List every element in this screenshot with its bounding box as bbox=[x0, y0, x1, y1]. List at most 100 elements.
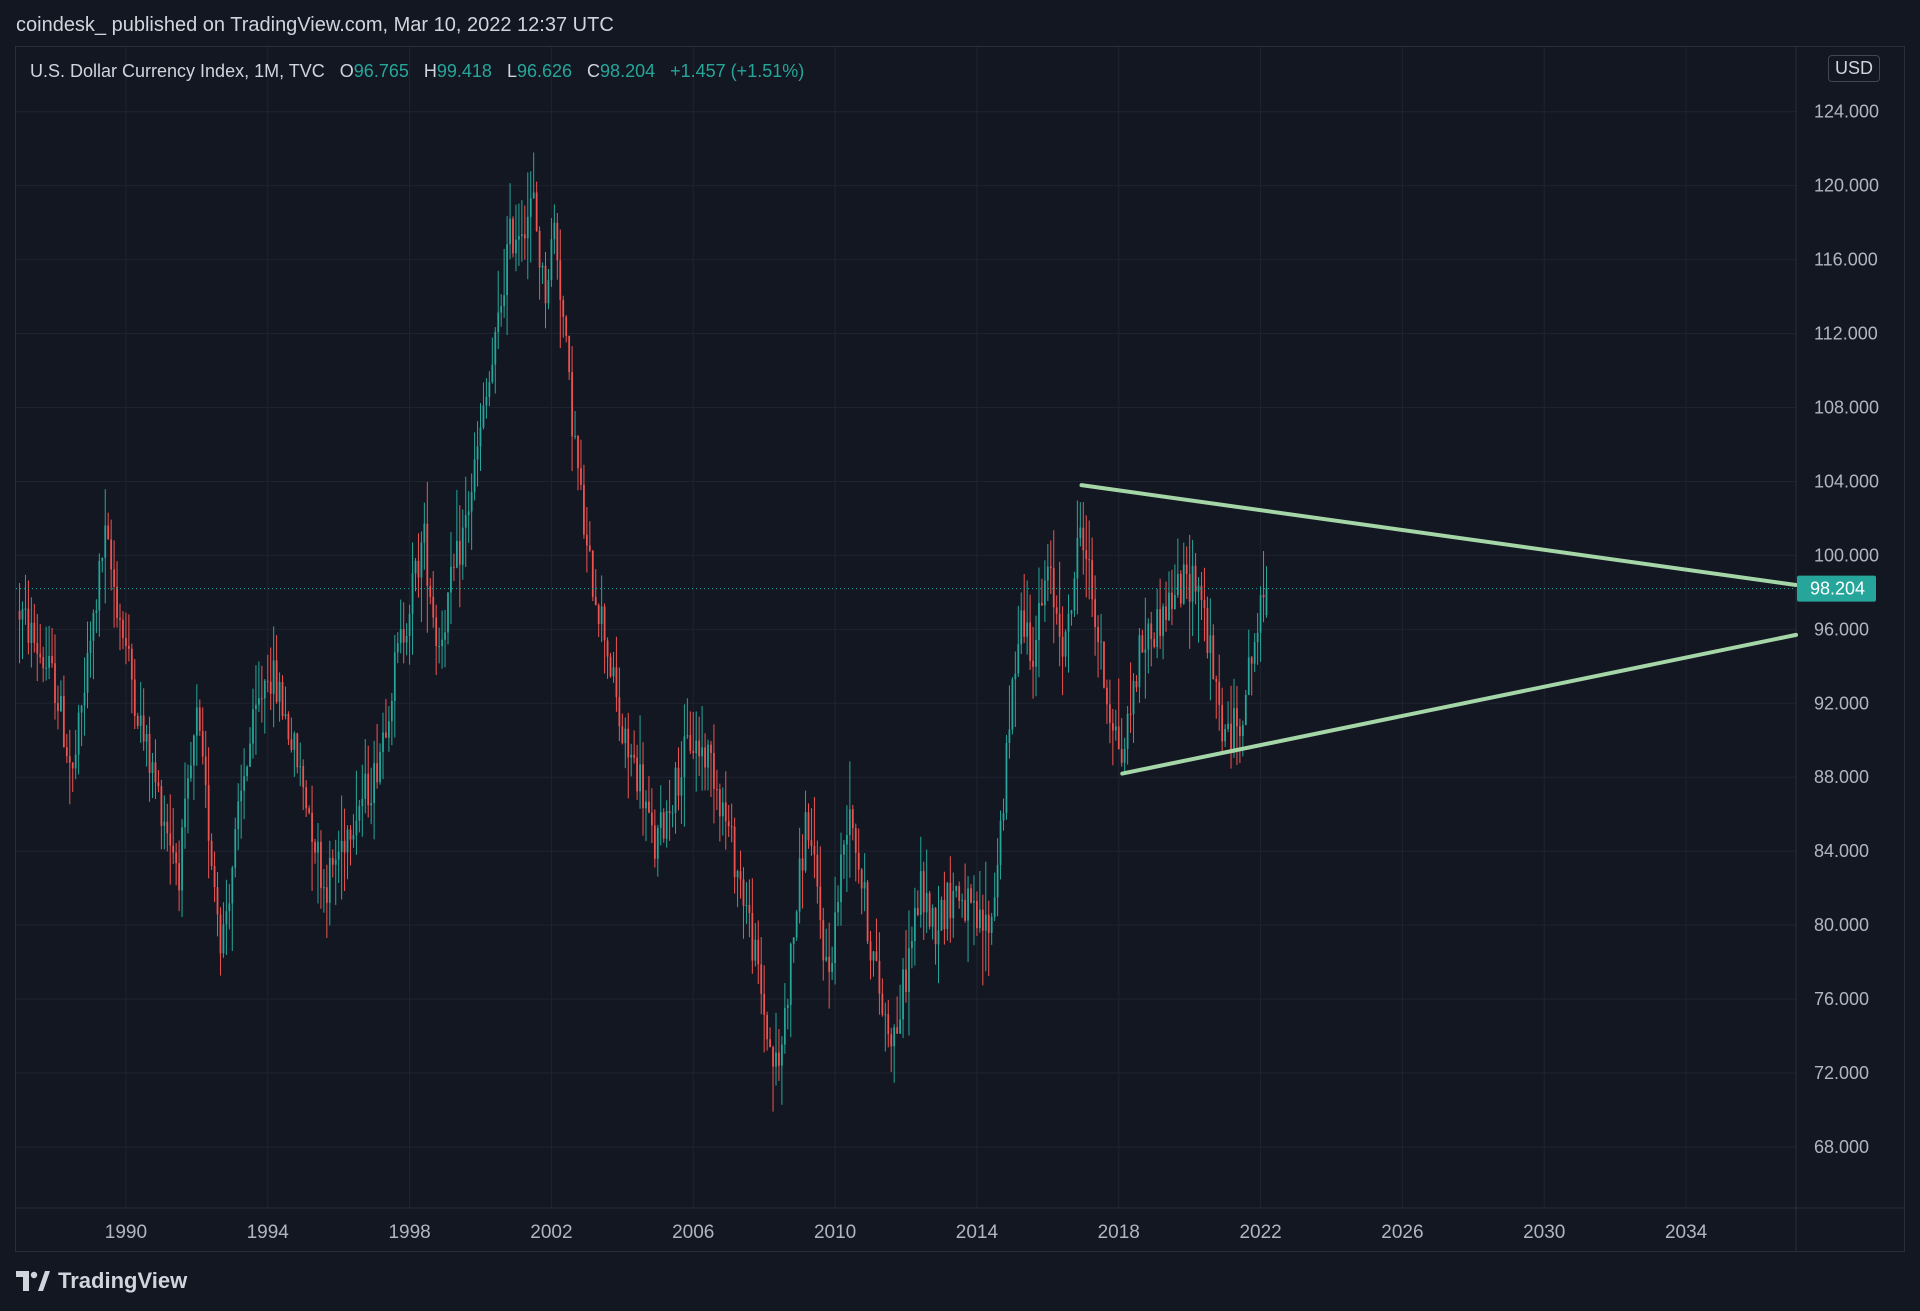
candle-body bbox=[1005, 742, 1008, 814]
candle-body bbox=[857, 852, 860, 870]
candle-body bbox=[757, 939, 760, 965]
candle-body bbox=[77, 712, 80, 755]
candle-body bbox=[133, 679, 136, 716]
candle-body bbox=[54, 663, 56, 703]
x-tick-label: 2018 bbox=[1098, 1222, 1140, 1243]
candle-body bbox=[523, 234, 526, 239]
candle-body bbox=[1188, 574, 1191, 602]
candle-body bbox=[302, 766, 305, 788]
candle-body bbox=[213, 866, 216, 888]
candle-body bbox=[875, 951, 878, 961]
y-tick-label: 76.000 bbox=[1814, 989, 1869, 1009]
y-tick-label: 88.000 bbox=[1814, 767, 1869, 787]
candle-body bbox=[458, 540, 461, 565]
symbol-name: U.S. Dollar Currency Index, 1M, TVC bbox=[30, 61, 325, 81]
candle-body bbox=[828, 956, 831, 972]
candle-body bbox=[544, 265, 547, 304]
candle-body bbox=[642, 764, 644, 809]
candle-body bbox=[967, 888, 969, 921]
candle-body bbox=[990, 917, 993, 933]
candle-body bbox=[1126, 713, 1129, 749]
candle-body bbox=[290, 739, 293, 750]
candle-body bbox=[411, 573, 414, 614]
candle-body bbox=[538, 230, 541, 268]
candle-body bbox=[727, 821, 730, 827]
high-label: H bbox=[423, 61, 437, 81]
y-tick-label: 124.000 bbox=[1814, 102, 1879, 122]
candle-body bbox=[1008, 729, 1011, 743]
candle-body bbox=[74, 754, 77, 769]
candle-body bbox=[184, 798, 186, 828]
candle-body bbox=[1085, 550, 1088, 560]
low-label: L bbox=[506, 61, 517, 81]
open-value: 96.765 bbox=[353, 61, 409, 81]
candle-body bbox=[470, 491, 473, 512]
candle-body bbox=[1165, 606, 1167, 621]
candle-body bbox=[896, 1027, 899, 1034]
candle-body bbox=[946, 882, 949, 930]
candle-body bbox=[748, 905, 751, 914]
candle-body bbox=[497, 312, 500, 332]
candle-body bbox=[104, 525, 107, 558]
candle-body bbox=[485, 397, 488, 406]
candle-body bbox=[293, 733, 296, 750]
candle-body bbox=[1150, 623, 1153, 639]
candle-body bbox=[488, 382, 491, 398]
candle-body bbox=[125, 637, 127, 646]
candle-body bbox=[775, 1052, 777, 1067]
candle-body bbox=[872, 951, 875, 961]
candle-body bbox=[1194, 565, 1197, 592]
candle-body bbox=[677, 767, 680, 796]
candle-body bbox=[1182, 564, 1185, 604]
change-value: +1.457 (+1.51%) bbox=[670, 61, 805, 81]
candle-body bbox=[553, 222, 556, 240]
candle-body bbox=[937, 930, 940, 945]
candle-body bbox=[169, 833, 172, 846]
candle-body bbox=[630, 754, 633, 758]
candle-body bbox=[716, 788, 718, 790]
tradingview-brand: TradingView bbox=[58, 1268, 188, 1293]
candle-body bbox=[710, 744, 712, 754]
candle-body bbox=[414, 560, 417, 574]
candle-body bbox=[479, 427, 482, 447]
candle-body bbox=[1106, 687, 1108, 705]
y-tick-label: 112.000 bbox=[1814, 324, 1878, 344]
candle-body bbox=[62, 695, 65, 748]
candle-body bbox=[851, 809, 854, 829]
candle-body bbox=[600, 606, 603, 624]
candle-body bbox=[237, 801, 240, 830]
candle-body bbox=[272, 660, 275, 694]
candle-body bbox=[751, 913, 754, 961]
candle-body bbox=[42, 657, 45, 669]
x-tick-label: 2026 bbox=[1381, 1222, 1423, 1243]
candle-body bbox=[160, 786, 163, 826]
candle-body bbox=[532, 192, 535, 199]
candle-body bbox=[807, 812, 810, 841]
candle-body bbox=[1114, 726, 1117, 731]
candle-body bbox=[119, 618, 121, 620]
candle-body bbox=[402, 629, 405, 643]
candle-body bbox=[1035, 640, 1037, 667]
candle-body bbox=[393, 652, 396, 701]
candle-body bbox=[334, 859, 337, 865]
candle-body bbox=[148, 733, 151, 773]
x-tick-label: 1994 bbox=[247, 1222, 290, 1243]
candle-body bbox=[130, 648, 133, 680]
candle-body bbox=[949, 882, 952, 919]
candle-body bbox=[878, 960, 881, 994]
candle-body bbox=[1144, 649, 1147, 653]
tradingview-footer[interactable]: TradingView bbox=[16, 1268, 187, 1294]
candle-body bbox=[1055, 607, 1058, 614]
candle-body bbox=[656, 827, 659, 859]
candle-body bbox=[1073, 578, 1076, 611]
currency-button[interactable]: USD bbox=[1828, 55, 1881, 82]
candle-body bbox=[219, 914, 222, 954]
candle-body bbox=[606, 640, 609, 657]
candle-body bbox=[612, 667, 615, 677]
candle-body bbox=[786, 1004, 789, 1008]
candle-body bbox=[426, 523, 429, 586]
candle-body bbox=[86, 652, 89, 693]
candle-body bbox=[1011, 679, 1014, 730]
candle-body bbox=[680, 777, 683, 796]
